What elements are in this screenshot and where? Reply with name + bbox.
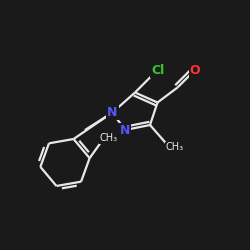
Text: N: N	[120, 124, 130, 136]
Text: N: N	[107, 106, 118, 119]
Text: CH₃: CH₃	[99, 133, 117, 143]
Text: CH₃: CH₃	[166, 142, 184, 152]
Text: Cl: Cl	[151, 64, 164, 76]
Text: O: O	[190, 64, 200, 76]
